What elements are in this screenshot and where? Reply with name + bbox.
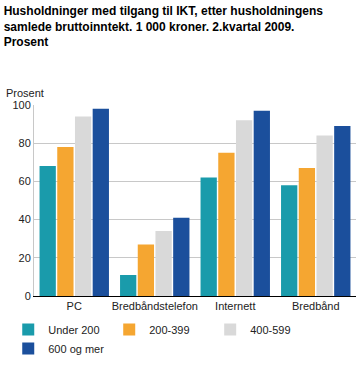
- svg-text:Bredbåndstelefon: Bredbåndstelefon: [112, 300, 198, 312]
- svg-text:Prosent: Prosent: [6, 87, 44, 99]
- svg-text:0: 0: [25, 290, 31, 302]
- svg-text:100: 100: [12, 99, 30, 111]
- svg-text:600 og mer: 600 og mer: [48, 343, 104, 355]
- svg-text:60: 60: [19, 175, 31, 187]
- svg-text:40: 40: [19, 213, 31, 225]
- svg-text:400-599: 400-599: [250, 324, 290, 336]
- svg-text:Under 200: Under 200: [48, 324, 99, 336]
- svg-text:20: 20: [19, 252, 31, 264]
- svg-text:200-399: 200-399: [149, 324, 189, 336]
- svg-text:Bredbånd: Bredbånd: [292, 300, 340, 312]
- svg-text:Internett: Internett: [215, 300, 255, 312]
- svg-text:80: 80: [19, 137, 31, 149]
- svg-text:Husholdninger med tilgang til: Husholdninger med tilgang til IKT, etter…: [4, 4, 324, 49]
- svg-text:PC: PC: [67, 300, 82, 312]
